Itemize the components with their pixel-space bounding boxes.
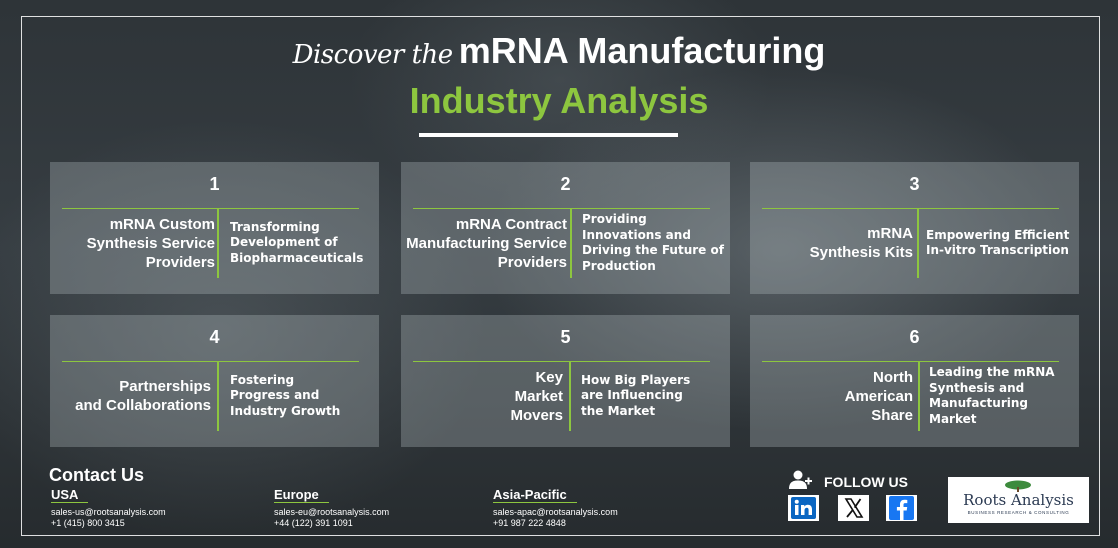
x-icon[interactable] [838, 495, 869, 521]
contact-region-europe: Europe sales-eu@rootsanalysis.com +44 (1… [274, 486, 389, 529]
user-follow-icon [789, 470, 812, 489]
card-north-american-share[interactable]: 6 North American Share Leading the mRNA … [750, 315, 1079, 447]
card-separator [217, 361, 219, 431]
card-label: mRNA Synthesis Kits [758, 208, 913, 278]
card-desc-line: Innovations and [582, 227, 691, 242]
card-divider [413, 361, 710, 362]
card-divider [62, 208, 359, 209]
card-divider [62, 361, 359, 362]
region-phone: +44 (122) 391 1091 [274, 518, 353, 528]
card-number: 2 [560, 174, 571, 194]
card-label: mRNA Contract Manufacturing Service Prov… [389, 208, 567, 278]
card-desc-line: In-vitro Transcription [926, 243, 1069, 257]
card-desc-line: Industry Growth [230, 403, 341, 418]
card-market-movers[interactable]: 5 Key Market Movers How Big Players are … [401, 315, 730, 447]
card-description: How Big Players are Influencing the Mark… [581, 361, 727, 431]
card-desc-line: Empowering Efficient [926, 227, 1070, 242]
card-description: Leading the mRNA Synthesis and Manufactu… [929, 361, 1077, 431]
card-desc-line: Transforming [230, 219, 320, 234]
card-number: 4 [209, 327, 220, 347]
card-description: Empowering Efficient In-vitro Transcript… [926, 208, 1076, 278]
region-email-link[interactable]: sales-us@rootsanalysis.com [51, 507, 166, 517]
card-label: Key Market Movers [409, 361, 563, 431]
card-desc-line: Biopharmaceuticals [230, 250, 364, 265]
card-desc-line: How Big Players [581, 372, 691, 387]
card-label-line: Synthesis Kits [809, 244, 913, 261]
card-divider [762, 208, 1059, 209]
card-number: 1 [209, 174, 220, 194]
card-label-line: Key [535, 368, 563, 386]
card-label: North American Share [758, 361, 913, 431]
card-separator [570, 208, 572, 278]
contact-title: Contact Us [49, 465, 145, 485]
region-name: USA [51, 487, 89, 503]
card-description: Transforming Development of Biopharmaceu… [230, 208, 376, 278]
card-desc-line: Fostering [230, 372, 295, 387]
title-script-text: Discover the [292, 40, 454, 70]
title-bold-text: mRNA Manufacturing [458, 30, 826, 71]
roots-analysis-logo[interactable]: Roots Analysis BUSINESS RESEARCH & CONSU… [948, 477, 1089, 523]
logo-name: Roots Analysis [963, 491, 1074, 509]
title-underline [419, 133, 678, 137]
card-desc-line: Progress and [230, 388, 320, 403]
card-separator [217, 208, 219, 278]
region-email-link[interactable]: sales-apac@rootsanalysis.com [493, 507, 618, 517]
card-label-line: North [873, 368, 913, 386]
logo-tagline: BUSINESS RESEARCH & CONSULTING [967, 510, 1070, 515]
card-label-line: mRNA Custom [109, 215, 215, 233]
card-number: 3 [909, 174, 920, 194]
card-separator [918, 361, 920, 431]
card-desc-line: Providing [582, 212, 647, 226]
card-synthesis-kits[interactable]: 3 mRNA Synthesis Kits Empowering Efficie… [750, 162, 1079, 294]
card-desc-line: the Market [581, 403, 656, 418]
card-number: 5 [560, 327, 571, 347]
card-label-line: Manufacturing Service [406, 234, 567, 252]
page-title: Discover the mRNA Manufacturing [0, 30, 1118, 72]
contact-region-usa: USA sales-us@rootsanalysis.com +1 (415) … [51, 486, 166, 529]
card-desc-line: Manufacturing Market [929, 396, 1028, 426]
tree-logo-icon [1005, 480, 1031, 492]
card-desc-line: are Influencing [581, 388, 683, 403]
card-separator [917, 208, 919, 278]
linkedin-icon[interactable] [788, 495, 819, 521]
card-desc-line: Synthesis and [929, 380, 1025, 395]
card-label-line: Movers [510, 406, 563, 424]
card-label-line: American [844, 387, 913, 405]
region-phone: +91 987 222 4848 [493, 518, 566, 528]
follow-us-label: FOLLOW US [824, 474, 908, 490]
card-separator [569, 361, 571, 431]
card-partnerships[interactable]: 4 Partnerships and Collaborations Foster… [50, 315, 379, 447]
card-label-line: Providers [145, 253, 215, 271]
contact-region-asia-pacific: Asia-Pacific sales-apac@rootsanalysis.co… [493, 486, 618, 529]
card-desc-line: Development of [230, 235, 338, 250]
card-label-line: Partnerships [119, 378, 211, 395]
card-desc-line: Production [582, 258, 656, 273]
card-custom-synthesis[interactable]: 1 mRNA Custom Synthesis Service Provider… [50, 162, 379, 294]
region-phone: +1 (415) 800 3415 [51, 518, 125, 528]
card-divider [762, 361, 1059, 362]
card-desc-line: Leading the mRNA [929, 365, 1055, 379]
card-label-line: Synthesis Service [86, 234, 215, 252]
card-label-line: mRNA [867, 225, 913, 242]
card-contract-manufacturing[interactable]: 2 mRNA Contract Manufacturing Service Pr… [401, 162, 730, 294]
card-desc-line: Driving the Future of [582, 243, 724, 257]
card-label: Partnerships and Collaborations [58, 361, 211, 431]
card-divider [413, 208, 710, 209]
page-subtitle: Industry Analysis [409, 80, 709, 121]
card-label-line: Market [514, 387, 563, 405]
card-label-line: Providers [497, 253, 567, 271]
card-description: Fostering Progress and Industry Growth [230, 361, 376, 431]
region-email-link[interactable]: sales-eu@rootsanalysis.com [274, 507, 390, 517]
card-label-line: mRNA Contract [455, 215, 567, 233]
card-label: mRNA Custom Synthesis Service Providers [58, 208, 215, 278]
region-name: Europe [274, 487, 329, 503]
card-label-line: Share [871, 406, 913, 424]
facebook-icon[interactable] [886, 495, 917, 521]
region-name: Asia-Pacific [493, 487, 577, 503]
card-description: Providing Innovations and Driving the Fu… [582, 208, 728, 278]
card-number: 6 [909, 327, 920, 347]
card-label-line: and Collaborations [75, 397, 211, 414]
